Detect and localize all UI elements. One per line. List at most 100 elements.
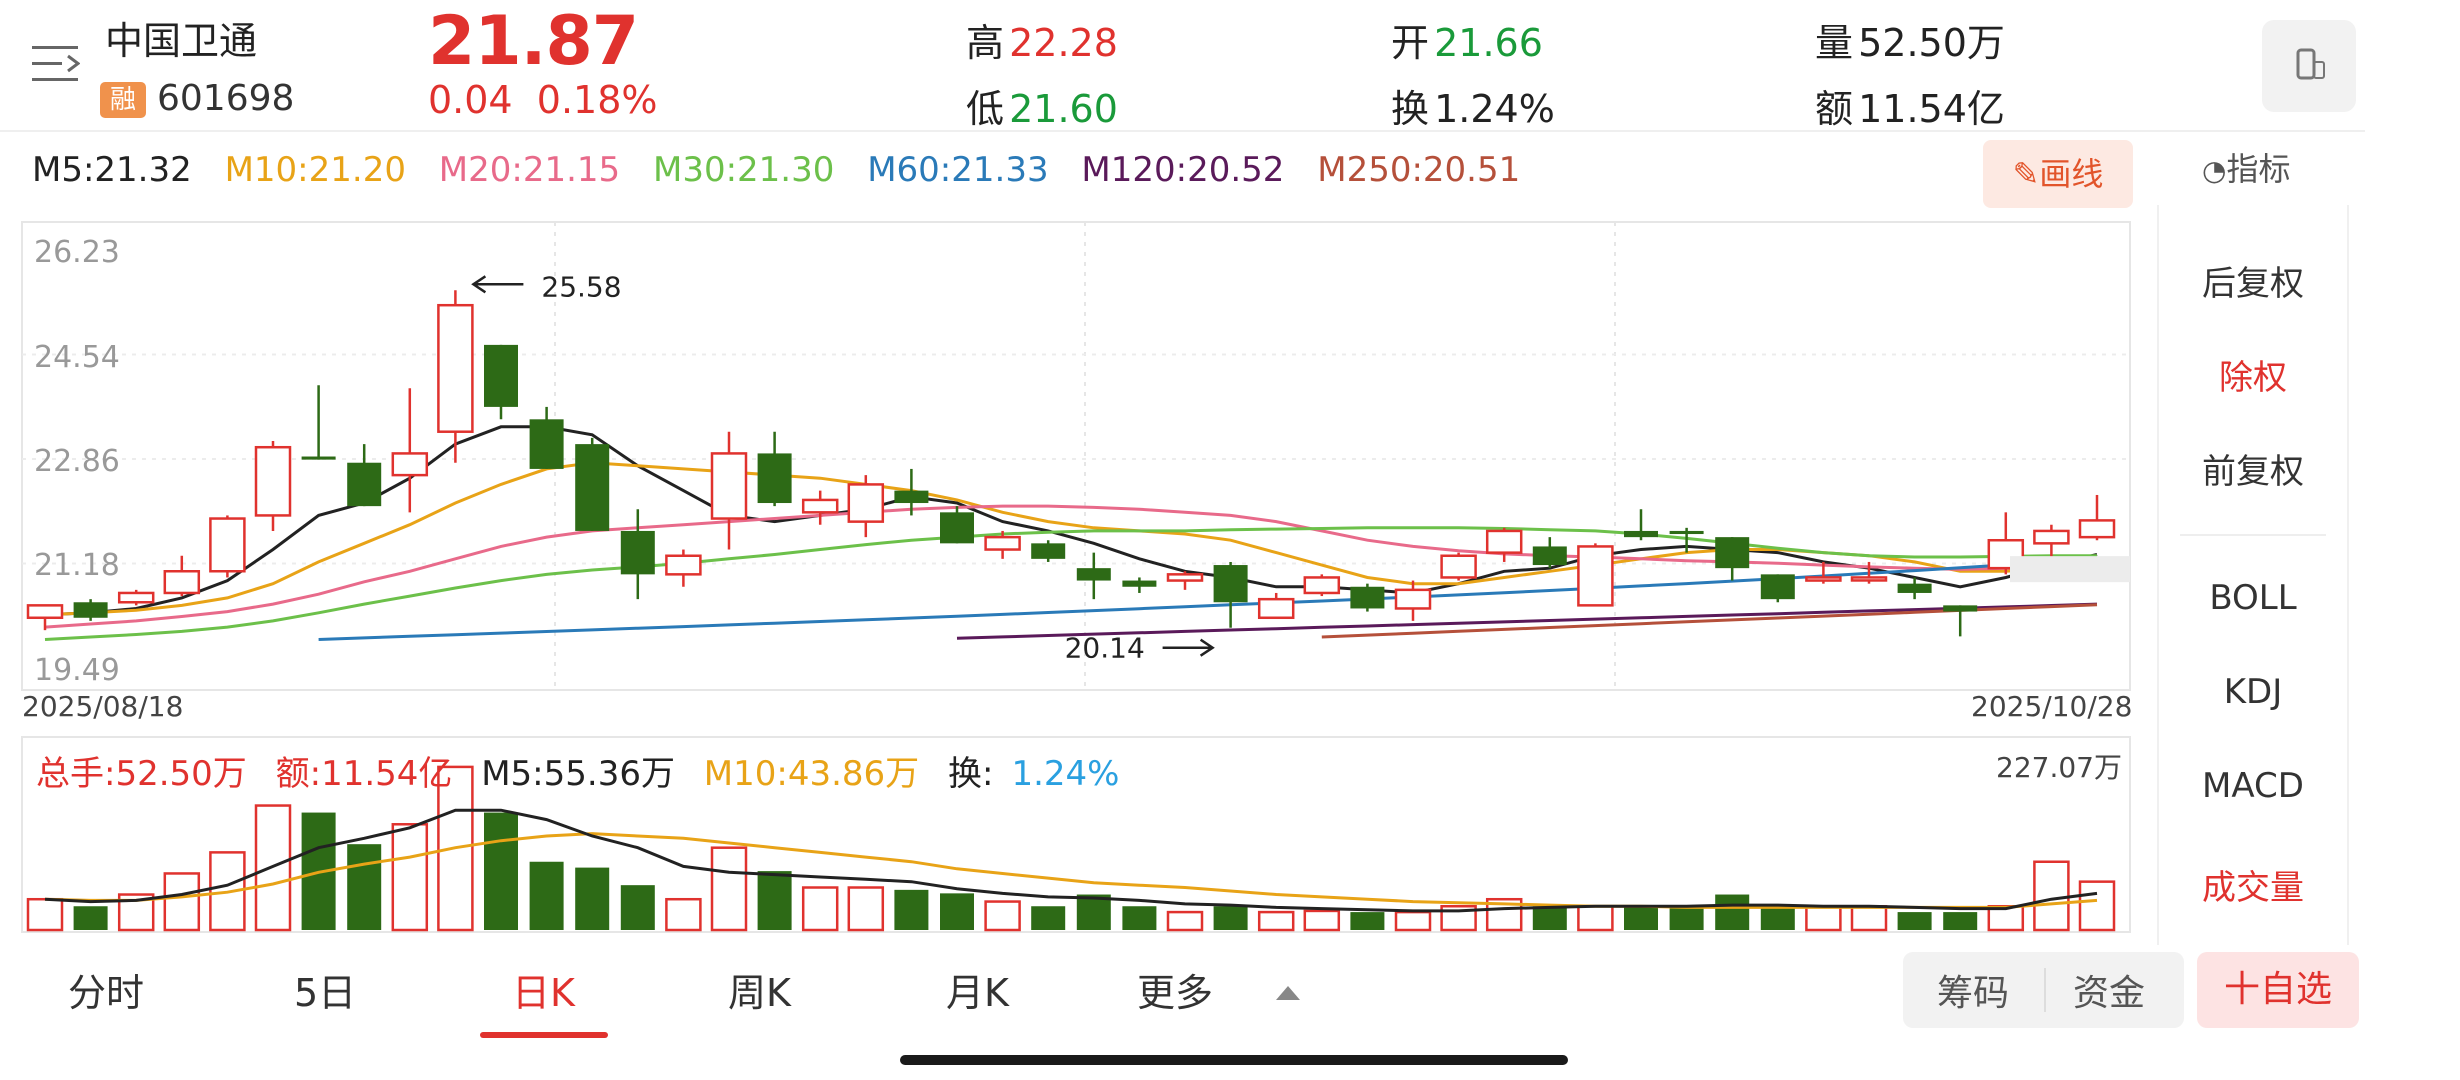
price-change: 0.04 0.18% [428,78,658,122]
ma10-line [44,461,2098,617]
stat-high: 高 22.28 [966,21,1118,65]
candle-body-up [1805,576,1842,582]
volume-bar-down [73,906,108,930]
side-item-macd[interactable]: MACD [2202,766,2304,806]
candle-body-down [1213,565,1248,603]
volume-bar-down [1669,906,1704,930]
candle-body-up [847,483,885,523]
main-chart-frame [21,221,2131,691]
volume-bar-down [894,889,929,930]
ma20-label: M20:21.15 [438,150,621,190]
volume-ma10-line [44,832,2098,909]
candle-body-up [117,591,155,604]
candle-body-down [1532,546,1567,566]
candle-body-up [1257,597,1295,620]
volume-bar-down [1943,912,1978,930]
candle-body-up [1303,576,1341,595]
volume-bar-down [529,861,564,930]
volume-bar-down [1122,906,1157,930]
volume-bar-down [940,893,974,930]
change-percent: 0.18% [536,78,658,122]
ma30-label: M30:21.30 [652,150,835,190]
candle-body-up [1394,588,1432,610]
candle-body-up [1850,576,1888,582]
volume-bar-up [2078,880,2116,932]
candle-body-down [575,444,610,531]
stat-open: 开 21.66 [1391,21,1543,65]
ma20-line [44,504,2098,629]
tab-weekly-k[interactable]: 周K [728,971,791,1015]
volume-bar-down [575,867,610,930]
candle-body-up [437,303,474,433]
candle-body-up [1166,573,1204,582]
volume-bar-down [1532,906,1567,930]
volume-bar-up [1805,904,1842,932]
high-arrow-head [471,275,487,294]
volume-bar-up [665,897,702,932]
volume-bar-up [26,897,64,932]
side-item-volume[interactable]: 成交量 [2202,868,2304,908]
rotate-screen-button[interactable] [2262,20,2356,112]
side-item-forward-adjust[interactable]: 前复权 [2202,452,2304,492]
current-price: 21.87 [428,2,639,81]
volume-bar-down [1350,912,1385,930]
date-end-label: 2025/10/28 [1971,690,2133,723]
tab-intraday[interactable]: 分时 [68,971,145,1015]
stat-low: 低 21.60 [966,87,1118,131]
volume-bar-down [1715,894,1750,930]
candle-body-up [801,498,839,514]
volume-ma5-line [44,808,2098,913]
indicator-title[interactable]: ◔指标 [2202,150,2291,188]
candle-body-down [1031,543,1066,559]
candle-body-down [347,462,382,507]
ma10-label: M10:21.20 [224,150,406,190]
volume-bar-up [1303,909,1341,932]
tab-monthly-k[interactable]: 月K [946,971,1009,1015]
funds-button[interactable]: 资金 [2073,973,2146,1014]
volume-bar-down [1897,912,1932,930]
tab-daily-k[interactable]: 日K [512,971,575,1015]
stock-code: 601698 [157,78,295,119]
side-item-kdj[interactable]: KDJ [2223,672,2283,712]
volume-bar-up [163,872,201,932]
date-start-label: 2025/08/18 [22,690,184,723]
ma-legend: M5:21.32 M10:21.20 M20:21.15 M30:21.30 M… [32,150,1542,190]
candle-body-up [254,445,292,517]
ma5-label: M5:21.32 [32,150,192,190]
tab-5day[interactable]: 5日 [294,971,357,1015]
side-item-boll[interactable]: BOLL [2209,578,2297,618]
caret-up-icon[interactable] [1276,986,1300,1000]
margin-badge: 融 [100,82,146,118]
candle-body-up [665,554,702,576]
pencil-icon: ✎ [2012,155,2040,193]
stat-amount: 额 11.54亿 [1815,87,2005,131]
ma60-label: M60:21.33 [867,150,1049,190]
candle-body-up [391,452,429,477]
menu-icon[interactable] [32,44,80,84]
stat-volume: 量 52.50万 [1815,21,2005,65]
candle-body-down [73,602,108,618]
volume-m10: M10:43.86万 [703,754,920,794]
volume-bar-down [1760,906,1795,930]
chips-button[interactable]: 筹码 [1937,973,2010,1014]
candle-body-up [163,570,201,595]
candle-body-down [1122,580,1157,587]
add-favorite-button[interactable]: 十自选 [2197,952,2359,1028]
y-tick-label: 24.54 [34,340,120,375]
gauge-icon: ◔ [2202,154,2227,187]
ma60-line [318,557,2098,641]
high-annotation: 25.58 [541,270,621,303]
volume-amount: 额:11.54亿 [275,754,453,794]
candle-body-up [2033,529,2070,545]
tab-more[interactable]: 更多 [1137,971,1214,1015]
volume-bar-up [391,823,429,932]
side-item-backward-adjust[interactable]: 后复权 [2202,264,2304,304]
ma30-line [44,526,2097,641]
candle-body-down [529,419,564,469]
side-item-ex-rights[interactable]: 除权 [2219,358,2287,398]
volume-bar-up [2033,860,2070,932]
candle-body-down [301,456,336,460]
volume-total: 总手:52.50万 [36,754,247,794]
draw-line-button[interactable]: ✎画线 [1983,140,2133,208]
